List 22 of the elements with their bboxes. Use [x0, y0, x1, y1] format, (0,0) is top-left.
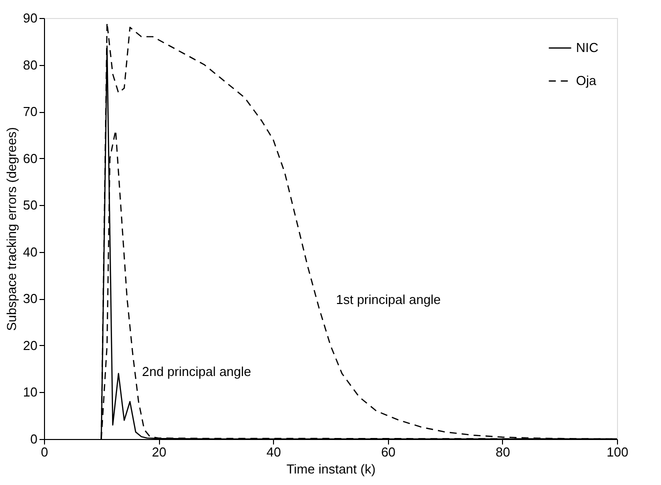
y-tick-label: 70: [23, 104, 38, 120]
x-axis-title: Time instant (k): [286, 462, 376, 476]
legend-label: Oja: [576, 73, 597, 88]
y-tick-label: 60: [23, 150, 38, 166]
legend-label: NIC: [576, 40, 598, 55]
y-tick-label: 40: [23, 244, 38, 260]
y-tick-label: 90: [23, 10, 38, 26]
x-tick-label: 80: [496, 444, 510, 460]
x-tick-label: 60: [381, 444, 396, 460]
y-tick-label: 80: [23, 57, 38, 72]
y-tick-label: 30: [23, 291, 38, 306]
annotation: 2nd principal angle: [142, 364, 252, 379]
x-tick-label: 100: [606, 444, 628, 460]
y-axis-title: Subspace tracking errors (degrees): [4, 127, 20, 331]
y-tick-label: 50: [23, 198, 38, 213]
x-tick-label: 20: [152, 444, 166, 460]
x-tick-label: 40: [266, 444, 281, 460]
x-tick-label: 0: [40, 444, 48, 460]
y-tick-label: 20: [23, 338, 38, 353]
y-tick-label: 10: [23, 384, 38, 400]
annotation: 1st principal angle: [336, 292, 441, 307]
y-tick-label: 0: [30, 432, 38, 446]
